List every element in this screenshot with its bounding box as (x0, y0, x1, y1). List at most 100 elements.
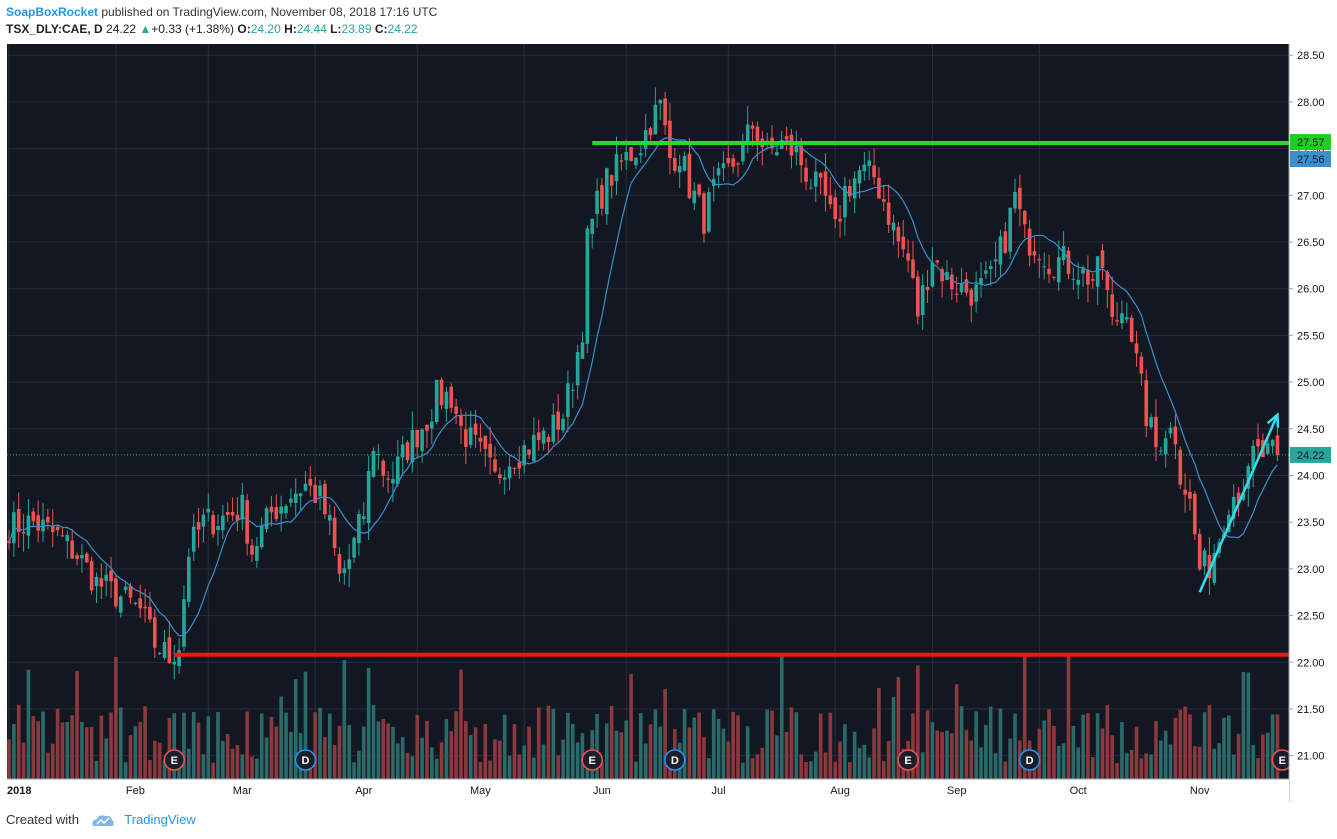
volume-bar (828, 712, 833, 779)
volume-bar (1207, 705, 1212, 779)
volume-bar (502, 714, 507, 779)
candle-body (1183, 489, 1187, 495)
candle-body (493, 459, 497, 472)
volume-bar (1139, 758, 1144, 779)
volume-bar (784, 731, 789, 779)
candle-body (1027, 228, 1032, 256)
volume-bar (235, 745, 240, 779)
candle-body (804, 167, 808, 182)
candle-body (1032, 251, 1037, 256)
candle-body (906, 253, 910, 261)
volume-bar (148, 760, 152, 779)
candle-body (391, 479, 395, 484)
candle-body (123, 586, 128, 591)
volume-bar (711, 709, 716, 779)
volume-bar (12, 724, 16, 779)
candle-body (1056, 257, 1061, 283)
volume-bar (1251, 744, 1255, 779)
volume-bar (21, 742, 26, 779)
candle-body (1270, 439, 1275, 447)
candle-body (940, 269, 944, 282)
volume-bar (1056, 745, 1061, 779)
candle-body (31, 511, 36, 522)
candles (7, 87, 1280, 680)
y-tick-label: 21.50 (1297, 704, 1325, 716)
chart-area[interactable]: EDEDEDE28.5028.0027.5027.0026.5026.0025.… (7, 44, 1331, 802)
candle-body (1144, 380, 1149, 427)
candle-body (55, 526, 60, 531)
volume-bar (570, 724, 575, 779)
candle-body (507, 466, 512, 479)
candle-body (964, 279, 969, 293)
candle-body (483, 435, 488, 449)
volume-bar (240, 754, 245, 779)
author-link[interactable]: SoapBoxRocket (6, 5, 99, 19)
volume-bar (114, 657, 118, 779)
volume-bar (964, 729, 969, 779)
volume-bar (177, 762, 181, 779)
candle-body (303, 483, 308, 491)
volume-bar (877, 687, 881, 779)
candle-body (157, 653, 162, 655)
event-badge-circle (664, 749, 686, 771)
x-tick-label: May (470, 785, 491, 797)
volume-bar (289, 731, 293, 779)
candle-body (954, 293, 959, 295)
volume-bar (804, 761, 808, 779)
price-chart[interactable]: EDEDEDE28.5028.0027.5027.0026.5026.0025.… (7, 44, 1331, 802)
volume-bar (1100, 728, 1105, 779)
y-tick-label: 25.50 (1297, 330, 1325, 342)
candle-body (75, 555, 79, 559)
footer: Created with TradingView (6, 812, 196, 836)
volume-bar (770, 710, 774, 779)
candle-body (692, 190, 697, 204)
volume-bar (872, 728, 876, 779)
volume-bar (1042, 720, 1046, 779)
candle-body (590, 218, 594, 235)
volume-bar (153, 740, 157, 779)
candle-body (1081, 267, 1085, 274)
candle-body (323, 483, 327, 515)
volume-bar (648, 724, 653, 779)
candle-body (1066, 250, 1071, 274)
volume-bar (823, 752, 828, 779)
candle-body (459, 415, 463, 426)
candle-body (1154, 416, 1158, 448)
candle-body (1134, 343, 1139, 354)
candle-body (998, 236, 1003, 265)
candle-body (1008, 207, 1012, 252)
open-value: 24.20 (250, 22, 281, 36)
volume-bar (279, 696, 283, 779)
volume-bar (1134, 726, 1139, 779)
candle-body (988, 265, 993, 270)
candle-body (984, 270, 988, 274)
x-tick-label: Feb (126, 785, 145, 797)
volume-bar (264, 737, 269, 779)
trend-arrow-line (1198, 414, 1279, 593)
candle-body (750, 125, 755, 129)
candle-body (454, 406, 458, 414)
candle-body (1236, 492, 1241, 503)
volume-bar (327, 713, 332, 779)
volume-bar (376, 721, 381, 779)
candle-body (925, 286, 930, 291)
moving-average-line (8, 137, 1278, 637)
candle-body (916, 276, 920, 317)
candle-body (1090, 279, 1095, 281)
candle-body (1047, 268, 1051, 275)
volume-bar (1173, 717, 1178, 779)
volume-bar (454, 711, 458, 779)
volume-bar (187, 748, 191, 779)
candle-body (809, 187, 813, 189)
volume-bars (7, 654, 1280, 779)
x-tick-label: Mar (233, 785, 252, 797)
close-label: C: (374, 22, 388, 36)
y-tick-label: 23.00 (1297, 564, 1325, 576)
candle-body (731, 158, 735, 167)
candle-body (225, 512, 230, 515)
candle-body (65, 535, 70, 541)
candle-body (1256, 439, 1260, 447)
price-label: 27.56 (1290, 150, 1331, 167)
tradingview-link[interactable]: TradingView (124, 812, 196, 827)
candle-body (1173, 426, 1178, 445)
